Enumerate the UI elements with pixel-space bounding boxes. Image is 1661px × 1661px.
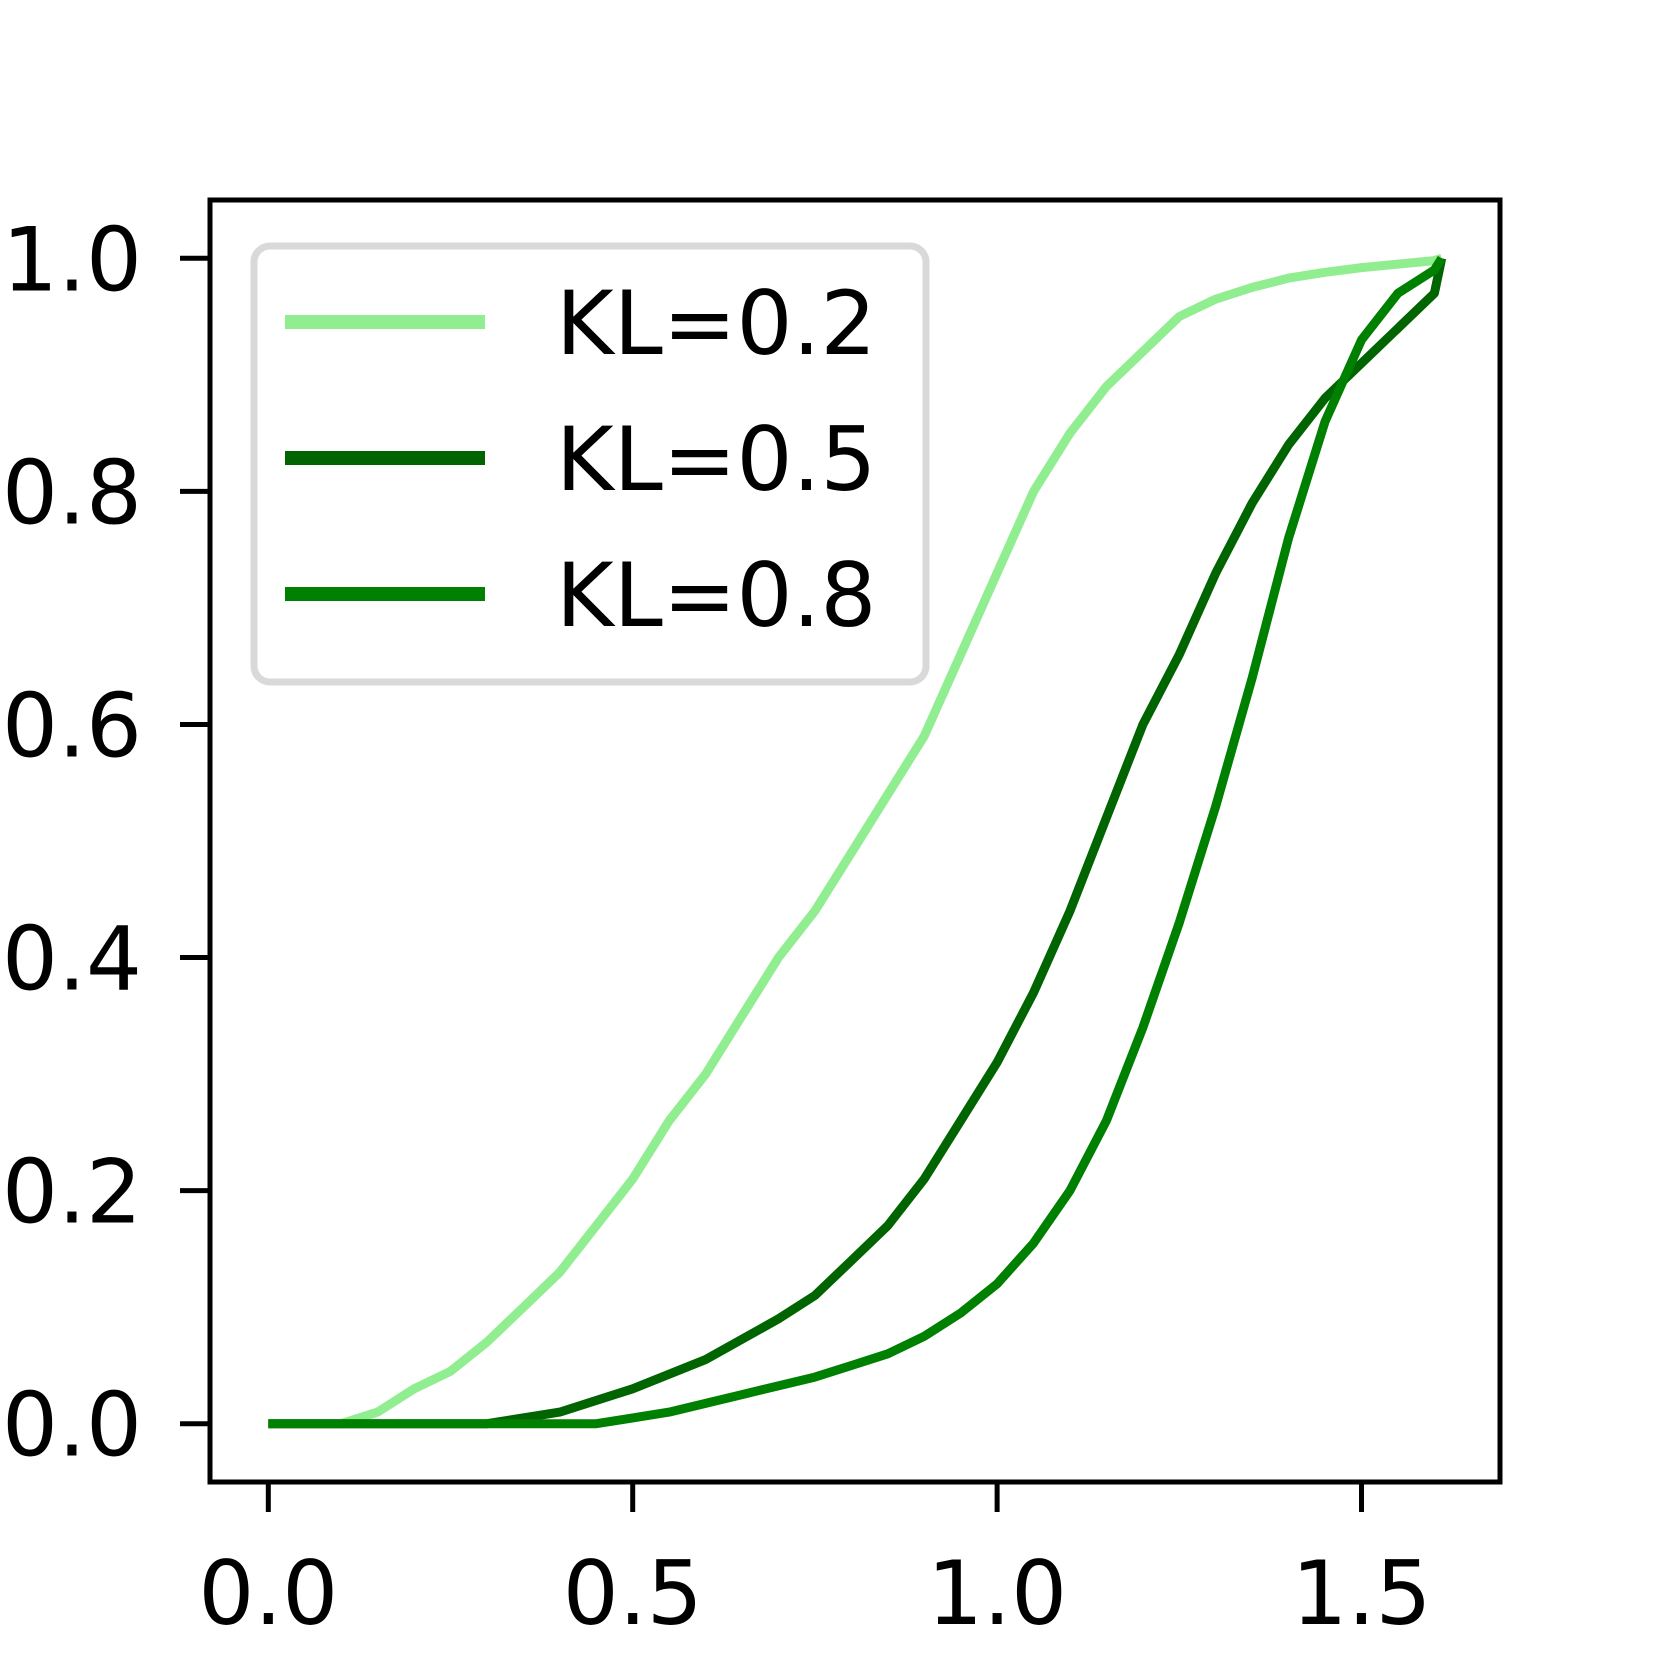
x-tick-label: 0.5: [563, 1542, 703, 1645]
y-tick-label: 0.2: [2, 1141, 142, 1244]
legend-label-3: KL=0.8: [556, 544, 876, 647]
legend-label-1: KL=0.2: [556, 272, 876, 375]
y-tick-label: 0.4: [2, 908, 142, 1011]
series-line-3: [268, 255, 1446, 1429]
legend-label-2: KL=0.5: [556, 408, 876, 511]
x-tick-label: 1.0: [927, 1542, 1067, 1645]
legend: KL=0.2 KL=0.5 KL=0.8: [250, 242, 930, 686]
ticks-layer: 0.0 0.5 1.0 1.5 0.0 0.2 0.4 0.6 0.8 1.0: [2, 208, 1431, 1645]
y-tick-label: 0.0: [2, 1374, 142, 1477]
y-tick-label: 0.8: [2, 441, 142, 544]
series-line-2: [268, 257, 1447, 1429]
y-tick-label: 1.0: [2, 208, 142, 311]
x-tick-label: 0.0: [198, 1542, 338, 1645]
series-line-1: [268, 254, 1444, 1429]
x-tick-label: 1.5: [1292, 1542, 1432, 1645]
y-tick-label: 0.6: [2, 674, 142, 777]
plot-frame: [207, 197, 1503, 1485]
series-layer: [268, 254, 1447, 1429]
legend-box: [250, 242, 930, 686]
